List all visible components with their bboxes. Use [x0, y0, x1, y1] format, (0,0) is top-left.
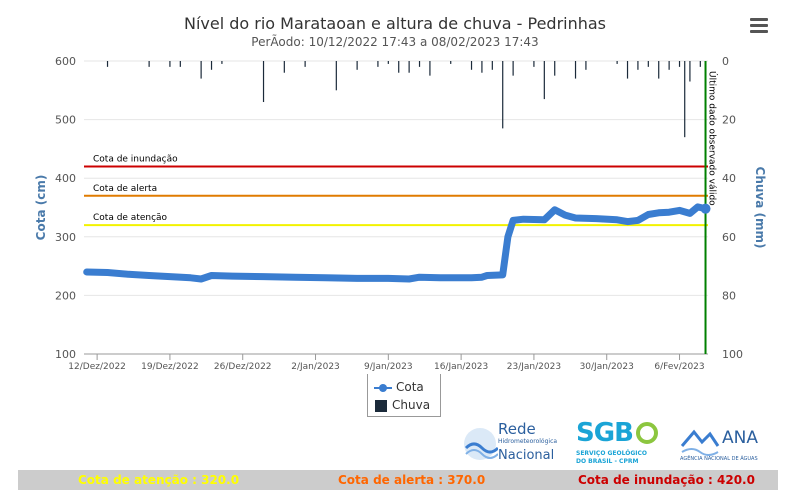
chuva-bar	[647, 61, 649, 67]
chuva-bar	[684, 61, 686, 138]
chuva-bar	[429, 61, 431, 76]
x-tick-label: 23/Jan/2023	[507, 362, 561, 372]
ana-logo: ANA AGÊNCIA NACIONAL DE ÁGUAS	[680, 418, 780, 468]
chuva-bar	[210, 61, 213, 70]
y-left-tick-label: 600	[55, 55, 76, 68]
y-left-tick-label: 400	[55, 172, 76, 185]
legend-cota-line-icon	[374, 383, 392, 392]
legend-cota-label: Cota	[396, 380, 424, 394]
chuva-bar	[502, 61, 504, 129]
x-tick-label: 30/Jan/2023	[580, 362, 634, 372]
y-right-axis-title: Chuva (mm)	[753, 167, 767, 249]
rede-logo: Rede Hidrometeorológica Nacional	[464, 418, 560, 468]
chuva-bar	[304, 61, 306, 67]
chuva-bar	[554, 61, 556, 76]
legend-chuva-square-icon	[375, 399, 387, 412]
chuva-bar	[418, 61, 421, 67]
chuva-bar	[169, 61, 171, 67]
y-right-tick-label: 60	[722, 231, 736, 244]
chuva-bar	[200, 61, 202, 79]
sgb-logo-sub1: SERVIÇO GEOLÓGICO	[576, 450, 648, 457]
chuva-bar	[450, 61, 452, 64]
chuva-bar	[699, 61, 701, 67]
footer-cota-atencao: Cota de atenção : 320.0	[78, 473, 240, 487]
chart-subtitle: PerÃodo: 10/12/2022 17:43 a 08/02/2023 1…	[251, 35, 539, 49]
y-right-tick-label: 20	[722, 114, 736, 127]
legend-item-chuva[interactable]: Chuva	[374, 398, 430, 412]
x-tick-label: 19/Dez/2022	[141, 362, 199, 372]
chuva-bar	[356, 61, 358, 70]
chuva-bar	[543, 61, 545, 100]
chuva-bar	[574, 61, 577, 79]
rede-wave-icon	[464, 428, 498, 460]
ana-wave-icon	[680, 429, 720, 456]
plot-line-label: Cota de alerta	[93, 184, 157, 194]
sgb-logo-title: SGB	[576, 418, 634, 448]
chuva-bar	[512, 61, 514, 76]
plot-line-label: Cota de atenção	[93, 213, 168, 223]
chuva-bar	[678, 61, 681, 67]
x-tick-label: 2/Jan/2023	[291, 362, 340, 372]
chuva-bar	[637, 61, 639, 70]
y-left-tick-label: 100	[55, 348, 76, 361]
x-tick-label: 9/Jan/2023	[364, 362, 413, 372]
cota-series-line	[83, 203, 709, 283]
ana-logo-sub: AGÊNCIA NACIONAL DE ÁGUAS	[680, 456, 758, 462]
y-right-tick-label: 80	[722, 289, 736, 302]
chuva-bar	[179, 61, 181, 67]
x-tick-label: 12/Dez/2022	[68, 362, 126, 372]
rede-logo-sub: Hidrometeorológica	[498, 438, 558, 445]
chuva-bar	[335, 61, 337, 91]
cota-last-point	[700, 203, 711, 214]
chuva-bar	[533, 61, 535, 67]
chuva-bar	[616, 61, 618, 64]
chuva-bar	[481, 61, 483, 73]
chuva-bar	[106, 61, 109, 67]
sgb-logo-sub2: DO BRASIL - CPRM	[576, 458, 639, 465]
chuva-bar	[148, 61, 150, 67]
y-left-tick-label: 500	[55, 114, 76, 127]
chuva-bar	[470, 61, 473, 70]
x-tick-label: 26/Dez/2022	[214, 362, 272, 372]
y-right-tick-label: 100	[722, 348, 743, 361]
chuva-bar	[377, 61, 379, 67]
chuva-bar	[262, 61, 265, 103]
rede-logo-title: Rede	[498, 420, 536, 438]
last-obs-label: Último dado observado válido	[707, 71, 719, 206]
y-left-tick-label: 200	[55, 289, 76, 302]
x-tick-label: 6/Fev/2023	[654, 362, 704, 372]
y-left-axis-title: Cota (cm)	[34, 175, 48, 241]
chuva-bar	[283, 61, 285, 73]
legend-chuva-label: Chuva	[392, 398, 431, 412]
chart-title: Nível do rio Marataoan e altura de chuva…	[183, 14, 607, 33]
legend-item-cota[interactable]: Cota	[374, 380, 424, 394]
footer-cota-alerta: Cota de alerta : 370.0	[338, 473, 486, 487]
chuva-bar	[668, 61, 670, 70]
chuva-bar	[626, 61, 629, 79]
rede-logo-nacional: Nacional	[498, 448, 555, 463]
chuva-bar	[221, 61, 223, 64]
chuva-bar	[408, 61, 410, 73]
chuva-bar	[491, 61, 493, 70]
chuva-bar	[689, 61, 691, 82]
plot-line-label: Cota de inundação	[93, 154, 178, 164]
ana-logo-title: ANA	[722, 428, 758, 448]
hamburger-menu-icon[interactable]	[750, 18, 768, 34]
chuva-bar	[585, 61, 587, 70]
y-left-tick-label: 300	[55, 231, 76, 244]
logos: Rede Hidrometeorológica Nacional SGB SER…	[460, 418, 780, 468]
footer-cota-inundacao: Cota de inundação : 420.0	[578, 473, 755, 487]
y-right-tick-label: 40	[722, 172, 736, 185]
legend: Cota Chuva	[367, 374, 441, 417]
x-tick-label: 16/Jan/2023	[434, 362, 488, 372]
footer-bar: Cota de atenção : 320.0 Cota de alerta :…	[18, 470, 778, 490]
chuva-bar	[387, 61, 389, 64]
chuva-bar	[398, 61, 400, 73]
sgb-globe-icon	[636, 422, 658, 444]
y-right-tick-label: 0	[722, 55, 729, 68]
chuva-bar	[658, 61, 660, 79]
chart: 100 200 300 400 500 600 0 20 40 60 80 100 Cota (cm) C…	[34, 14, 768, 417]
chart-svg: 100 200 300 400 500 600 0 20 40 60 80 100 Cota (cm) C…	[34, 55, 767, 372]
sgb-logo: SGB SERVIÇO GEOLÓGICO DO BRASIL - CPRM	[574, 418, 664, 468]
